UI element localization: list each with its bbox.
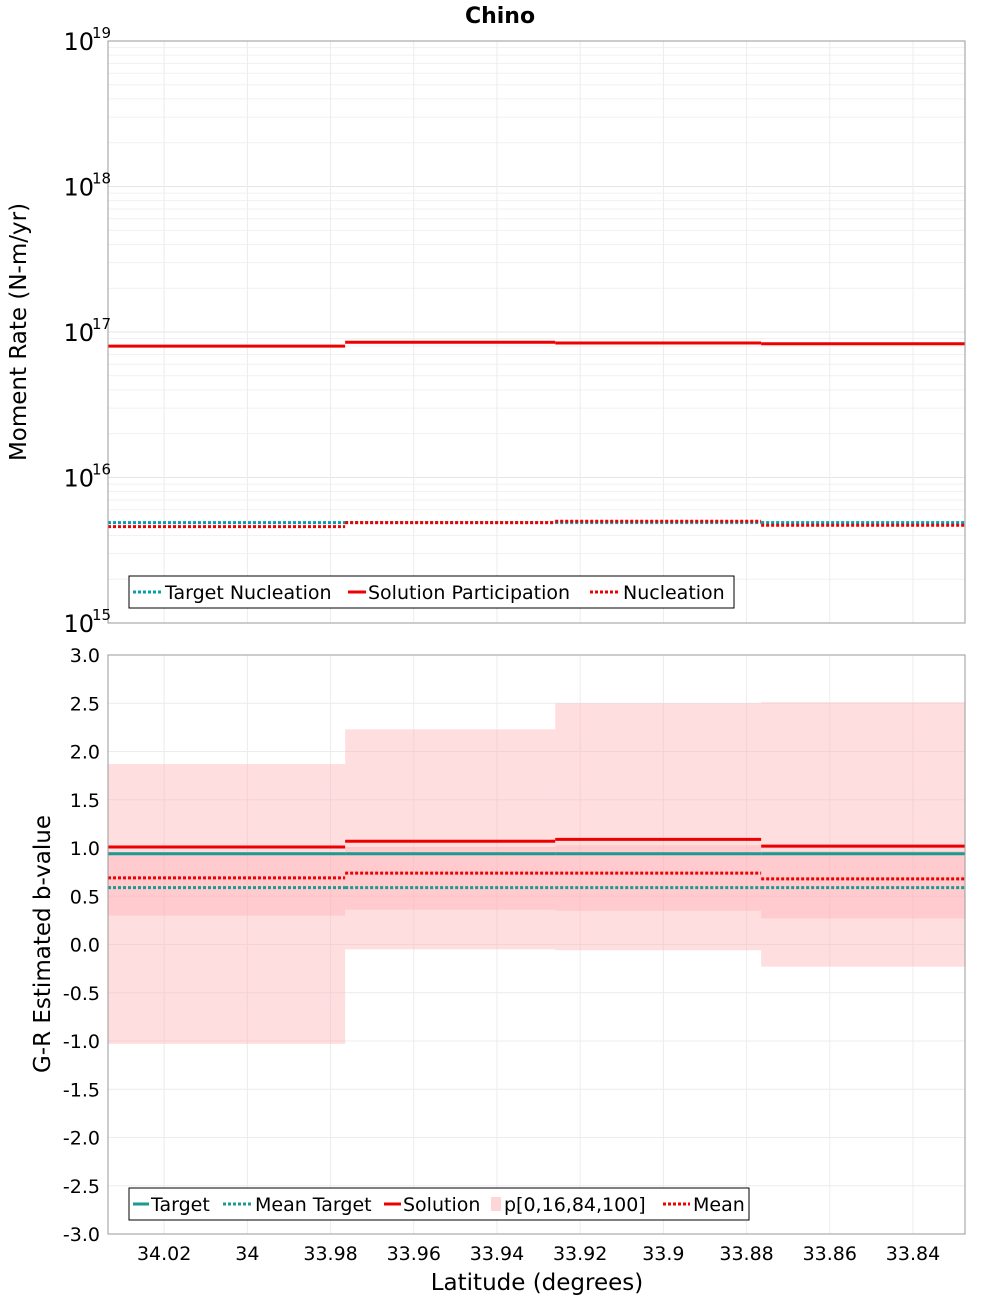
band-p0-p100-2 <box>555 703 762 951</box>
b-value-percentile-bands <box>108 702 965 1044</box>
moment-rate-legend-box <box>128 575 735 609</box>
legend-label-target-nucleation: Target Nucleation <box>164 582 332 604</box>
band-p0-p100-0 <box>108 764 346 1044</box>
b-value-series <box>108 837 965 890</box>
y-tick-label: 1.5 <box>70 790 100 812</box>
legend-label-solution-participation: Solution Participation <box>368 582 570 604</box>
b-value-panel: 3.0 2.5 2.0 1.5 1.0 0.5 0.0 -0.5 -1.0 -1.5 -2.0 -2.… <box>30 645 966 1296</box>
b-value-legend-box <box>128 1187 750 1221</box>
legend-label-mean-target: Mean Target <box>255 1194 372 1216</box>
y-tick-exponent: 19 <box>92 24 111 42</box>
moment-rate-series <box>108 340 965 529</box>
y-tick-exponent: 17 <box>92 315 111 333</box>
moment-rate-y-axis-label: Moment Rate (N-m/yr) <box>6 203 32 461</box>
b-value-plot-frame <box>107 654 966 1235</box>
band-p16-p84-1 <box>345 847 556 910</box>
legend-label-solution: Solution <box>403 1194 480 1216</box>
y-tick-label: -1.5 <box>63 1079 100 1101</box>
y-tick-label: -3.0 <box>63 1224 100 1246</box>
x-tick-label: 33.86 <box>803 1243 857 1265</box>
legend-label-target: Target <box>150 1194 210 1216</box>
b-value-y-axis-label: G-R Estimated b-value <box>30 815 56 1073</box>
legend-label-percentile-band: p[0,16,84,100] <box>504 1194 646 1216</box>
legend-label-mean: Mean <box>693 1194 745 1216</box>
y-tick-label: -0.5 <box>63 983 100 1005</box>
b-value-x-ticks: 34.02 34 33.98 33.96 33.94 33.92 33.9 33.88 33.8… <box>137 1243 940 1265</box>
y-tick-base: 10 <box>63 174 94 202</box>
chart-title: Chino <box>465 4 535 29</box>
b-value-legend: Target Mean Target Solution p[0,16,84,10… <box>128 1187 750 1221</box>
moment-rate-plot-frame <box>107 40 966 624</box>
y-tick-exponent: 15 <box>92 606 111 624</box>
band-p0-p100-3 <box>761 702 965 967</box>
y-tick-label: 3.0 <box>70 645 100 667</box>
legend-swatch-percentile-band <box>491 1197 501 1211</box>
moment-rate-legend: Target Nucleation Solution Participation… <box>128 575 735 609</box>
x-tick-label: 34 <box>235 1243 259 1265</box>
x-tick-label: 33.98 <box>303 1243 357 1265</box>
x-tick-label: 33.84 <box>886 1243 940 1265</box>
x-axis-label: Latitude (degrees) <box>431 1270 644 1296</box>
y-tick-label: -2.0 <box>63 1128 100 1150</box>
legend-label-nucleation: Nucleation <box>623 582 725 604</box>
x-tick-label: 33.92 <box>553 1243 607 1265</box>
y-tick-base: 10 <box>63 319 94 347</box>
y-tick-label: 2.0 <box>70 742 100 764</box>
y-tick-label: 0.0 <box>70 935 100 957</box>
x-tick-label: 34.02 <box>137 1243 191 1265</box>
y-tick-label: -1.0 <box>63 1031 100 1053</box>
x-tick-label: 33.88 <box>719 1243 773 1265</box>
band-p16-p84-0 <box>108 851 346 916</box>
y-tick-label: -2.5 <box>63 1176 100 1198</box>
y-tick-base: 10 <box>63 465 94 493</box>
x-tick-label: 33.9 <box>642 1243 684 1265</box>
x-tick-label: 33.96 <box>387 1243 441 1265</box>
moment-rate-grid <box>108 40 965 624</box>
y-tick-base: 10 <box>63 28 94 56</box>
y-tick-exponent: 16 <box>92 461 111 479</box>
band-p16-p84-2 <box>555 845 762 911</box>
y-tick-exponent: 18 <box>92 170 111 188</box>
y-tick-label: 2.5 <box>70 693 100 715</box>
y-tick-label: 0.5 <box>70 886 100 908</box>
y-tick-label: 1.0 <box>70 838 100 860</box>
band-p0-p100-1 <box>345 729 556 950</box>
band-p16-p84-3 <box>761 850 965 919</box>
x-tick-label: 33.94 <box>470 1243 524 1265</box>
b-value-y-ticks: 3.0 2.5 2.0 1.5 1.0 0.5 0.0 -0.5 -1.0 -1.5 -2.0 -2.… <box>63 645 100 1246</box>
y-tick-base: 10 <box>63 610 94 638</box>
